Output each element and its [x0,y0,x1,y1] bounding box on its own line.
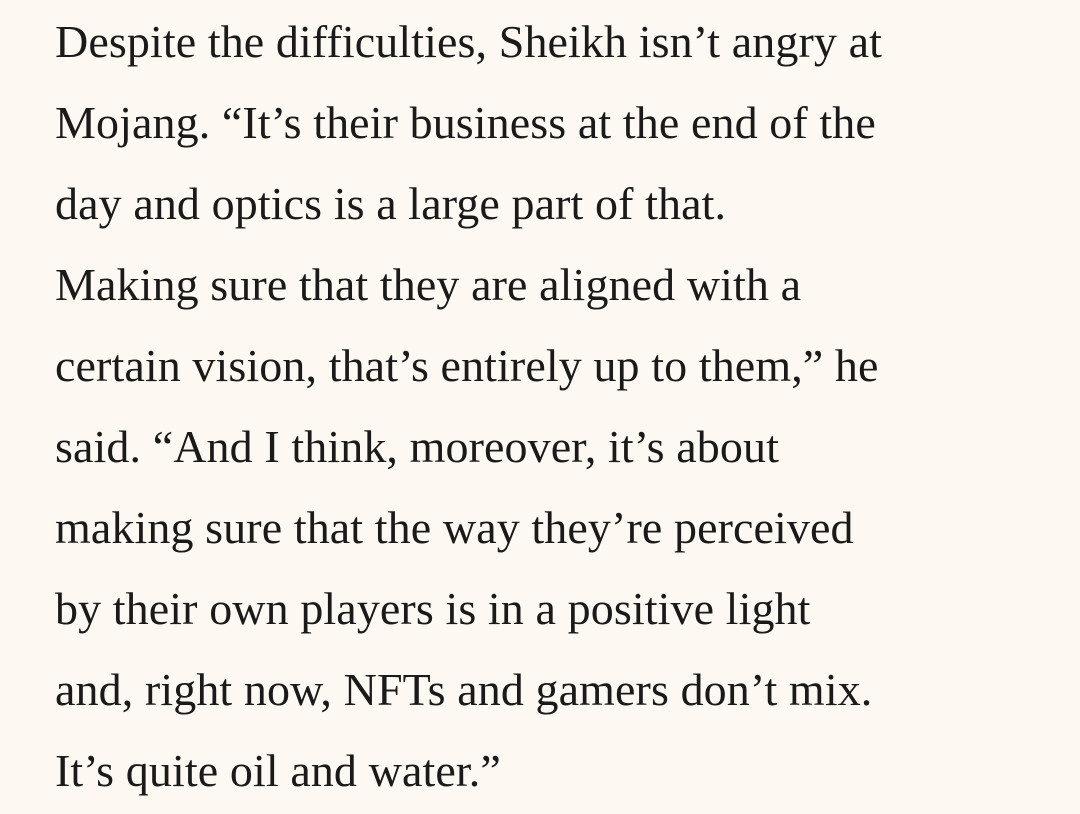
article-paragraph: Despite the difficulties, Sheikh isn’t a… [55,1,1055,811]
paragraph-line: Mojang. “It’s their business at the end … [55,97,876,148]
paragraph-line: certain vision, that’s entirely up to th… [55,340,879,391]
paragraph-line: by their own players is in a positive li… [55,583,811,634]
paragraph-line: making sure that the way they’re perceiv… [55,502,854,553]
paragraph-line: said. “And I think, moreover, it’s about [55,421,779,472]
paragraph-line: day and optics is a large part of that. [55,178,727,229]
paragraph-line: and, right now, NFTs and gamers don’t mi… [55,664,873,715]
paragraph-line: Despite the difficulties, Sheikh isn’t a… [55,16,883,67]
paragraph-line: Making sure that they are aligned with a [55,259,802,310]
paragraph-line: It’s quite oil and water.” [55,745,501,796]
